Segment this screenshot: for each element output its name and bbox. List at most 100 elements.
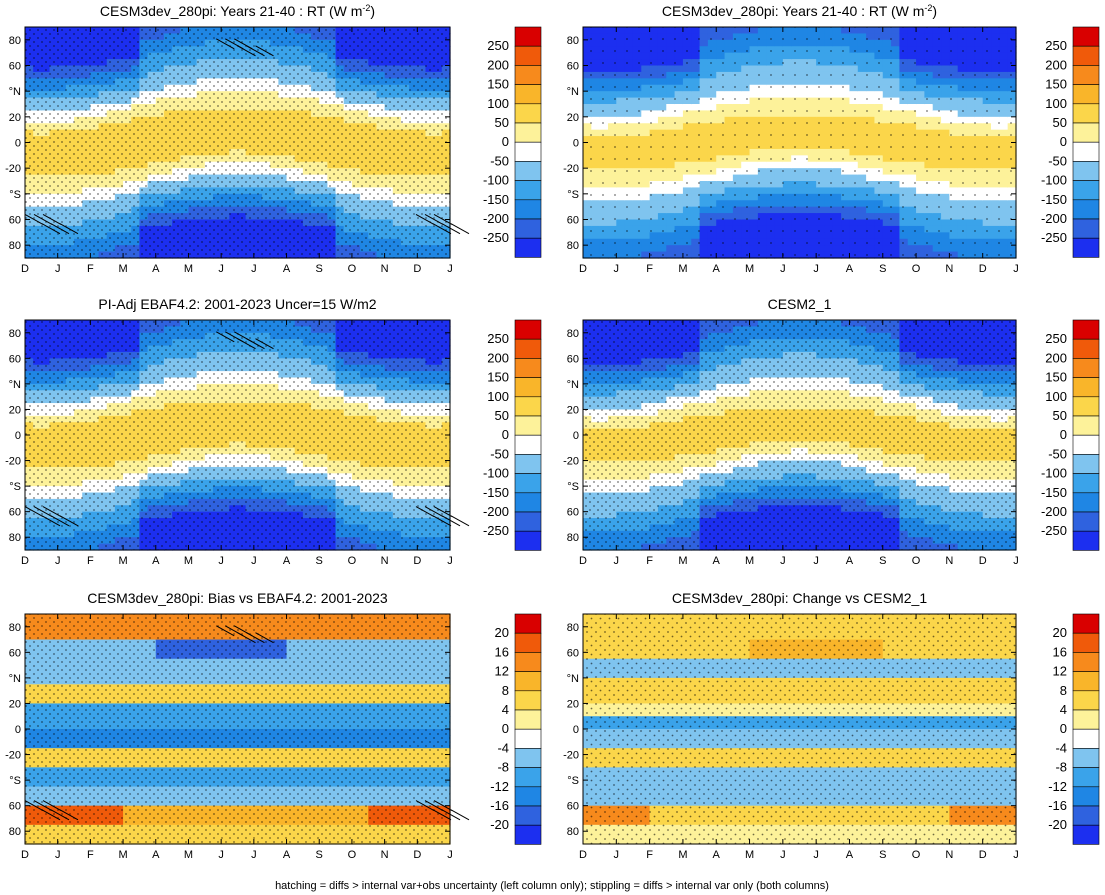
x-tick-label: A	[152, 263, 160, 275]
colorbar-box	[1072, 122, 1100, 143]
x-tick-label: D	[413, 263, 421, 275]
colorbar-box	[1072, 161, 1100, 181]
hatch-line	[441, 223, 461, 235]
colorbar-box	[1072, 65, 1100, 85]
y-tick-label: 60	[9, 61, 21, 73]
colorbar-box	[514, 26, 542, 47]
colorbar-label: 150	[487, 77, 509, 92]
y-tick-label: 80	[9, 240, 21, 252]
colorbar-label: -100	[483, 173, 509, 188]
colorbar-box	[1072, 141, 1100, 162]
hatch-line	[59, 223, 79, 235]
colorbar-label: -50	[490, 153, 509, 168]
x-tick-label: J	[251, 263, 257, 275]
y-tick-label: -20	[5, 163, 21, 175]
panels-layer: CESM3dev_280pi: Years 21-40 : RT (W m-2)…	[5, 3, 1100, 861]
hatch-line	[450, 223, 470, 235]
colorbar-label: -150	[1041, 192, 1067, 207]
y-tick-label: °S	[9, 189, 21, 201]
title-suffix: )	[370, 3, 375, 19]
hatch-line	[237, 45, 256, 57]
y-tick-label: °S	[567, 189, 579, 201]
colorbar-label: 100	[487, 96, 509, 111]
x-tick-label: J	[447, 263, 453, 275]
x-tick-label: S	[879, 263, 886, 275]
x-tick-label: N	[945, 263, 953, 275]
colorbar-label: 200	[487, 57, 509, 72]
colorbar-box	[514, 161, 542, 181]
colorbar-label: -250	[1041, 230, 1067, 245]
chart-panel-1: CESM3dev_280pi: Years 21-40 : RT (W m-2)…	[5, 3, 542, 275]
colorbar-label: 150	[1045, 77, 1067, 92]
y-tick-label: 80	[567, 35, 579, 47]
y-tick-label: °N	[567, 86, 579, 98]
x-tick-label: O	[912, 263, 921, 275]
hatching-overlay	[24, 38, 470, 235]
hatch-line	[42, 213, 62, 225]
title-superscript: -2	[362, 3, 370, 13]
chart-title: CESM3dev_280pi: Years 21-40 : RT (W m-2)	[100, 3, 375, 19]
colorbar-label: -50	[1048, 153, 1067, 168]
x-tick-label: A	[846, 263, 854, 275]
colorbar-label: 50	[1053, 115, 1067, 130]
colorbar-box	[1072, 45, 1100, 66]
colorbar-box	[514, 180, 542, 201]
colorbar-box	[1072, 218, 1100, 239]
colorbar-label: 250	[1045, 38, 1067, 53]
y-tick-label: 80	[567, 240, 579, 252]
y-tick-label: 80	[9, 35, 21, 47]
y-tick-label: 20	[9, 112, 21, 124]
colorbar-label: 250	[487, 38, 509, 53]
colorbar-label: 0	[1060, 134, 1067, 149]
colorbar-box	[514, 237, 542, 258]
colorbar-box	[514, 103, 542, 124]
y-tick-label: 60	[567, 61, 579, 73]
x-tick-label: M	[118, 263, 127, 275]
y-tick-label: -20	[563, 163, 579, 175]
stippling-overlay	[25, 27, 450, 258]
colorbar-label: 200	[1045, 57, 1067, 72]
y-tick-label: 20	[567, 112, 579, 124]
colorbar-box	[514, 65, 542, 85]
x-tick-label: M	[678, 263, 687, 275]
x-tick-label: J	[780, 263, 786, 275]
x-tick-label: M	[184, 263, 193, 275]
colorbar-box	[514, 122, 542, 143]
x-tick-label: N	[381, 263, 389, 275]
x-tick-label: D	[579, 263, 587, 275]
x-tick-label: J	[218, 263, 224, 275]
x-tick-label: F	[646, 263, 653, 275]
hatch-line	[24, 213, 44, 225]
x-tick-label: A	[283, 263, 291, 275]
chart-panel-2: CESM3dev_280pi: Years 21-40 : RT (W m-2)…	[563, 3, 1100, 275]
x-tick-label: J	[614, 263, 620, 275]
x-tick-label: J	[813, 263, 819, 275]
colorbar-label: -250	[483, 230, 509, 245]
colorbar-box	[1072, 180, 1100, 201]
chart-panel-3: PI-Adj EBAF4.2: 2001-2023 Uncer=15 W/m2D…	[5, 296, 542, 567]
colorbar-label: -100	[1041, 173, 1067, 188]
colorbar-box	[1072, 237, 1100, 258]
colorbar-label: 100	[1045, 96, 1067, 111]
hatch-line	[255, 45, 274, 57]
colorbar-box	[1072, 26, 1100, 47]
colorbar-box	[1072, 199, 1100, 220]
colorbar-box	[1072, 103, 1100, 124]
hatch-line	[33, 213, 53, 225]
title-suffix: )	[932, 3, 937, 19]
chart-title: CESM3dev_280pi: Years 21-40 : RT (W m-2)	[662, 3, 937, 19]
y-tick-label: 60	[567, 215, 579, 227]
x-tick-label: D	[21, 263, 29, 275]
y-tick-label: 0	[15, 138, 21, 150]
hatch-line	[433, 213, 453, 225]
colorbar-label: -200	[483, 211, 509, 226]
hatch-line	[424, 213, 444, 225]
hatch-line	[50, 223, 70, 235]
x-tick-label: A	[713, 263, 721, 275]
colorbar-box	[514, 45, 542, 66]
x-tick-label: O	[348, 263, 357, 275]
colorbar-box	[514, 141, 542, 162]
hatch-line	[415, 213, 435, 225]
x-tick-label: D	[979, 263, 987, 275]
